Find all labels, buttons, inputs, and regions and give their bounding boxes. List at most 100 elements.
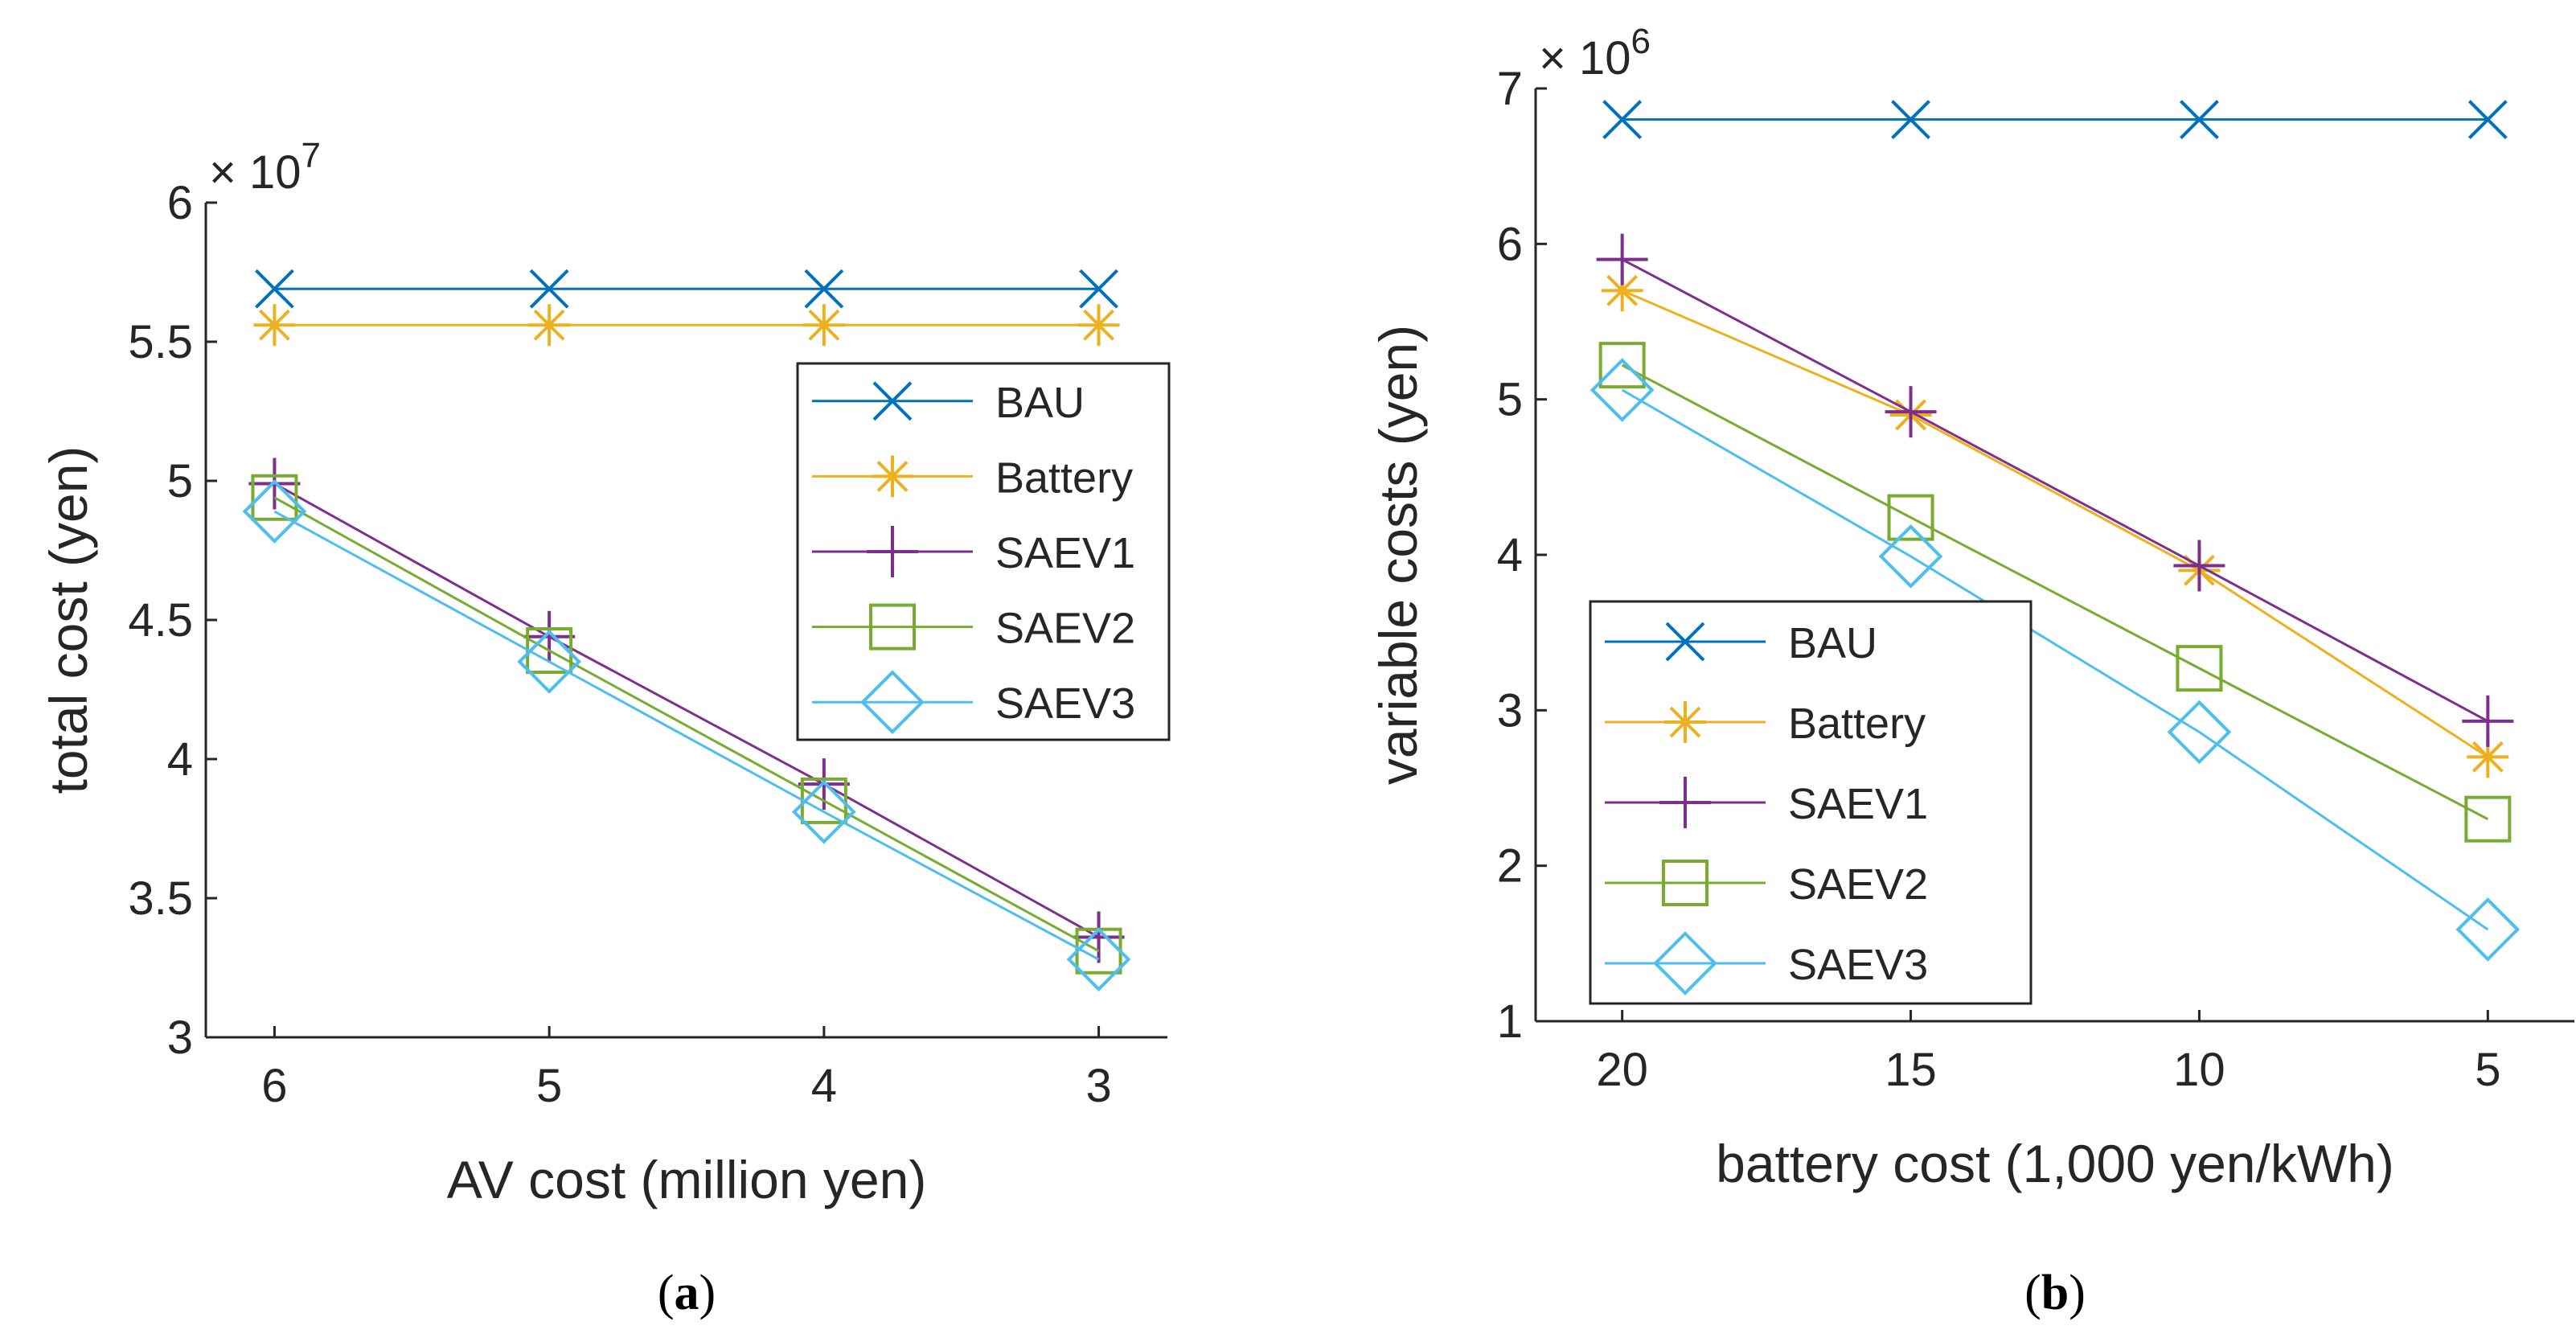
legend-marker xyxy=(869,603,916,651)
y-axis-label: variable costs (yen) xyxy=(1368,325,1428,785)
series-bau xyxy=(255,269,1118,309)
series-saev1 xyxy=(1596,233,2514,747)
y-axis-label: total cost (yen) xyxy=(39,446,98,794)
legend-label: BAU xyxy=(1788,619,1877,667)
data-point xyxy=(1887,494,1934,541)
legend-entry: BAU xyxy=(1605,619,1877,667)
legend-entry: SAEV1 xyxy=(1605,777,1928,828)
x-tick-label: 5 xyxy=(2475,1044,2500,1096)
legend-entry: SAEV2 xyxy=(812,603,1135,653)
data-point xyxy=(2176,645,2223,692)
legend-entry: SAEV1 xyxy=(812,526,1135,577)
panel-caption: (b) xyxy=(2024,1266,2086,1320)
y-tick-label: 6 xyxy=(1497,218,1523,270)
legend-marker xyxy=(860,670,925,735)
data-point xyxy=(792,779,856,844)
data-point xyxy=(1596,233,1648,285)
legend-label: SAEV1 xyxy=(995,529,1135,577)
data-point xyxy=(1073,911,1125,963)
data-point xyxy=(2180,100,2219,140)
data-point xyxy=(1079,269,1118,309)
data-point xyxy=(523,610,576,663)
y-tick-label: 3 xyxy=(167,1012,193,1064)
series-saev2 xyxy=(1598,342,2512,843)
series-line xyxy=(1621,388,2489,931)
y-tick-label: 7 xyxy=(1497,63,1523,115)
caption-open: ( xyxy=(2024,1266,2041,1320)
x-tick-label: 10 xyxy=(2173,1044,2225,1096)
data-point xyxy=(1602,100,1643,140)
data-point xyxy=(2173,540,2225,592)
data-point xyxy=(528,304,571,347)
x-tick-label: 5 xyxy=(536,1060,562,1112)
x-axis-label: battery cost (1,000 yen/kWh) xyxy=(1716,1134,2394,1193)
legend-entry: SAEV3 xyxy=(812,670,1135,735)
data-point xyxy=(2467,100,2508,140)
data-point xyxy=(1891,100,1930,140)
legend: BAU Battery SAEV1 SAEV2 SAEV3 xyxy=(796,362,1171,741)
caption-close: ) xyxy=(699,1266,716,1320)
data-point xyxy=(1598,342,1646,389)
legend-marker xyxy=(867,526,918,577)
series-line xyxy=(273,510,1100,961)
data-point xyxy=(242,479,307,544)
series-line xyxy=(1621,258,2489,723)
data-point xyxy=(251,474,298,521)
series-line xyxy=(1622,289,2489,758)
y-tick-label: 3.5 xyxy=(128,872,193,925)
data-point xyxy=(2467,736,2509,778)
legend-label: SAEV3 xyxy=(1788,941,1928,989)
legend-entry: Battery xyxy=(1605,700,1926,748)
legend-entry: SAEV2 xyxy=(1605,860,1928,909)
y-tick-label: 1 xyxy=(1497,995,1523,1048)
legend-label: SAEV2 xyxy=(995,605,1135,653)
y-tick-label: 5 xyxy=(1497,374,1523,426)
series-line xyxy=(273,496,1100,953)
legend-entry: BAU xyxy=(812,379,1085,427)
legend-marker xyxy=(1662,860,1708,906)
legend-marker xyxy=(872,455,913,498)
series-saev3 xyxy=(242,479,1131,991)
exponent-label: × 107 xyxy=(209,136,321,199)
series-saev3 xyxy=(1589,358,2521,962)
series-line xyxy=(273,482,1100,938)
y-tick-label: 4.5 xyxy=(128,594,193,646)
legend-label: BAU xyxy=(995,379,1085,427)
y-tick-label: 5.5 xyxy=(128,316,193,368)
series-battery xyxy=(253,304,1120,347)
x-tick-label: 20 xyxy=(1596,1044,1648,1096)
exponent-superscript: 7 xyxy=(301,136,321,175)
legend: BAU Battery SAEV1 SAEV2 SAEV3 xyxy=(1589,600,2032,1005)
data-point xyxy=(802,304,845,347)
caption-letter: a xyxy=(675,1266,699,1320)
y-tick-label: 6 xyxy=(167,177,193,229)
legend-label: Battery xyxy=(995,454,1133,502)
panel-caption: (a) xyxy=(658,1266,716,1320)
exponent-label: × 106 xyxy=(1539,22,1651,84)
legend-label: Battery xyxy=(1788,700,1926,748)
data-point xyxy=(2167,700,2232,765)
data-point xyxy=(1601,269,1643,312)
data-point xyxy=(253,304,296,347)
legend-marker xyxy=(1664,701,1706,743)
x-tick-label: 3 xyxy=(1085,1060,1111,1112)
legend-label: SAEV2 xyxy=(1788,860,1928,909)
data-point xyxy=(1066,927,1131,991)
series-bau xyxy=(1602,100,2508,140)
legend-label: SAEV1 xyxy=(1788,780,1928,828)
y-tick-label: 2 xyxy=(1497,840,1523,893)
x-tick-label: 4 xyxy=(811,1060,837,1112)
legend-marker xyxy=(1665,622,1705,662)
series-line xyxy=(1621,363,2489,820)
x-tick-label: 6 xyxy=(261,1060,287,1112)
y-tick-label: 3 xyxy=(1497,684,1523,737)
y-tick-label: 4 xyxy=(167,733,193,786)
legend-entry: Battery xyxy=(812,454,1133,502)
legend-label: SAEV3 xyxy=(995,679,1135,728)
data-point xyxy=(255,269,294,309)
data-point xyxy=(2464,795,2512,843)
data-point xyxy=(1885,386,1937,438)
data-point xyxy=(2455,897,2521,962)
caption-open: ( xyxy=(658,1266,675,1320)
